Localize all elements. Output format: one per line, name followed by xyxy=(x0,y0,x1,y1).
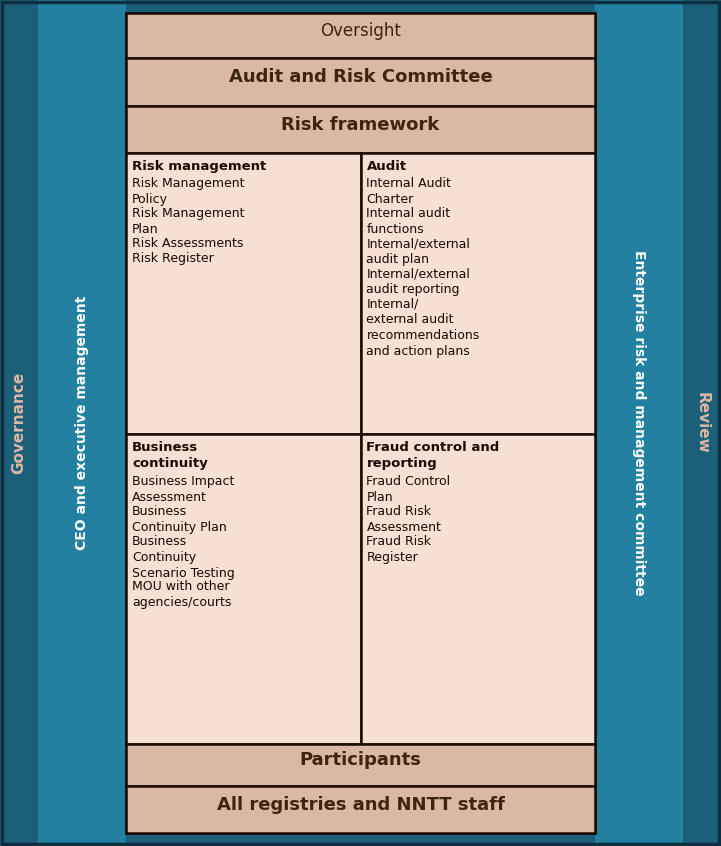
Text: Governance: Governance xyxy=(12,372,27,474)
Text: Audit and Risk Committee: Audit and Risk Committee xyxy=(229,68,492,86)
Text: Risk Management
Plan: Risk Management Plan xyxy=(132,207,244,236)
Text: Internal Audit
Charter: Internal Audit Charter xyxy=(366,177,451,206)
Bar xyxy=(0,0,38,846)
Text: Internal/external
audit reporting: Internal/external audit reporting xyxy=(366,267,470,296)
Text: Internal/external
audit plan: Internal/external audit plan xyxy=(366,237,470,266)
Text: Business
Continuity Plan: Business Continuity Plan xyxy=(132,505,226,534)
Bar xyxy=(38,0,126,846)
Bar xyxy=(126,786,595,833)
Text: Fraud Control
Plan: Fraud Control Plan xyxy=(366,475,451,503)
Text: All registries and NNTT staff: All registries and NNTT staff xyxy=(216,795,505,814)
Text: Business
Continuity
Scenario Testing: Business Continuity Scenario Testing xyxy=(132,535,235,580)
Bar xyxy=(360,153,595,434)
Bar xyxy=(126,13,595,58)
Text: Review: Review xyxy=(694,393,709,453)
Text: Fraud Risk
Assessment: Fraud Risk Assessment xyxy=(366,505,441,534)
Bar xyxy=(683,0,721,846)
Bar xyxy=(126,13,595,833)
Text: Risk framework: Risk framework xyxy=(281,116,440,134)
Text: Risk Register: Risk Register xyxy=(132,252,213,265)
Text: Internal audit
functions: Internal audit functions xyxy=(366,207,451,236)
Bar xyxy=(360,434,595,744)
Text: Risk management: Risk management xyxy=(132,160,266,173)
Bar xyxy=(126,106,595,153)
Bar xyxy=(126,153,360,434)
Text: Oversight: Oversight xyxy=(320,22,401,40)
Bar xyxy=(126,434,360,744)
Text: Business Impact
Assessment: Business Impact Assessment xyxy=(132,475,234,503)
Text: Participants: Participants xyxy=(299,751,422,769)
Text: Internal/
external audit
recommendations
and action plans: Internal/ external audit recommendations… xyxy=(366,297,479,358)
Text: Enterprise risk and management committee: Enterprise risk and management committee xyxy=(632,250,646,596)
Text: CEO and executive management: CEO and executive management xyxy=(75,296,89,550)
Text: Risk Assessments: Risk Assessments xyxy=(132,237,244,250)
Text: Fraud Risk
Register: Fraud Risk Register xyxy=(366,535,431,563)
Text: Audit: Audit xyxy=(366,160,407,173)
Text: MOU with other
agencies/courts: MOU with other agencies/courts xyxy=(132,580,231,609)
Text: Business
continuity: Business continuity xyxy=(132,441,208,470)
Bar xyxy=(126,744,595,786)
Bar xyxy=(595,0,683,846)
Text: Fraud control and
reporting: Fraud control and reporting xyxy=(366,441,500,470)
Bar xyxy=(126,58,595,106)
Text: Risk Management
Policy: Risk Management Policy xyxy=(132,177,244,206)
